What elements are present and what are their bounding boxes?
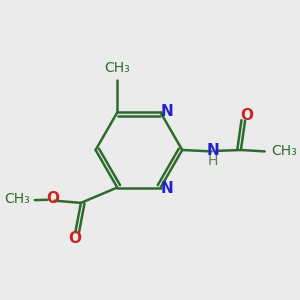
Text: H: H	[208, 154, 218, 168]
Text: N: N	[160, 182, 173, 196]
Text: CH₃: CH₃	[104, 61, 130, 75]
Text: N: N	[160, 103, 173, 118]
Text: O: O	[240, 108, 253, 123]
Text: CH₃: CH₃	[4, 192, 30, 206]
Text: CH₃: CH₃	[271, 144, 297, 158]
Text: N: N	[207, 143, 219, 158]
Text: O: O	[46, 191, 59, 206]
Text: O: O	[68, 231, 81, 246]
